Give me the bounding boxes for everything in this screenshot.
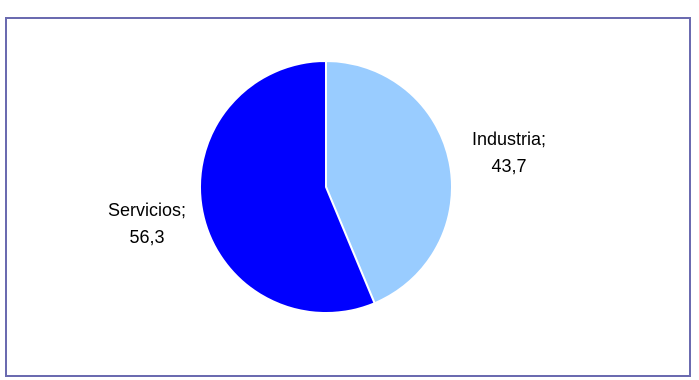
pie-slice-industria — [325, 59, 453, 305]
pie-slice-servicios — [199, 59, 376, 314]
slice-value-industria: 43,7 — [491, 156, 526, 176]
pie-slices — [199, 59, 453, 314]
slice-label-industria: Industria; — [472, 129, 546, 149]
slice-value-servicios: 56,3 — [129, 227, 164, 247]
slice-label-servicios: Servicios; — [108, 200, 186, 220]
